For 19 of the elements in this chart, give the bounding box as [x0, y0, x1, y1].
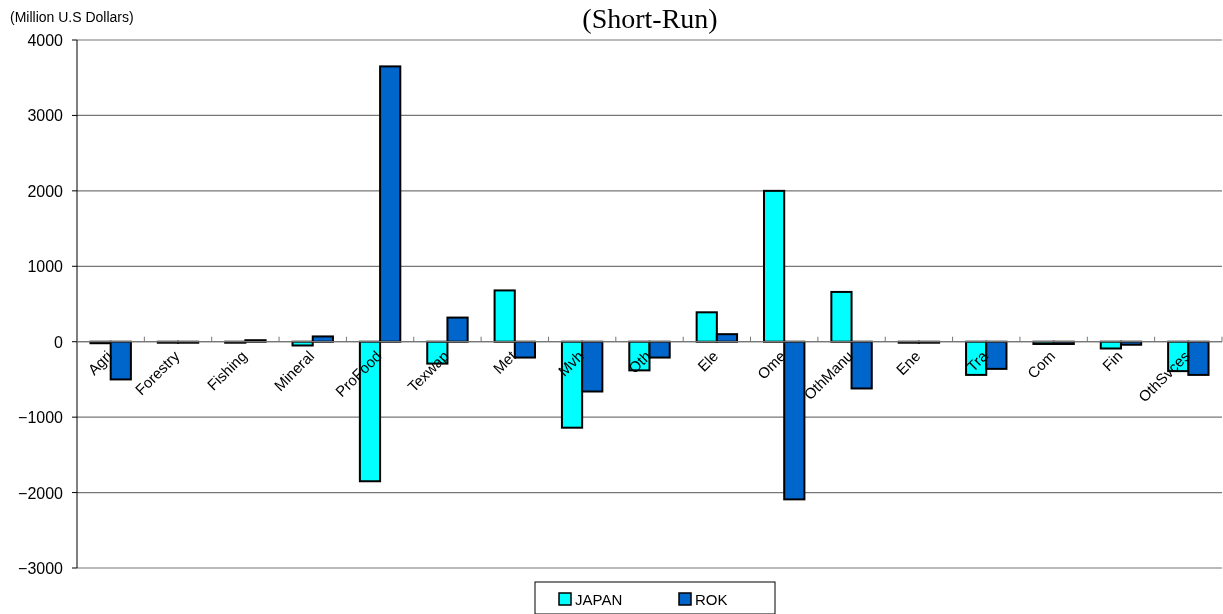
x-tick-label: Com: [1023, 347, 1059, 382]
x-tick-label: Met: [489, 346, 520, 377]
y-tick-label: 2000: [27, 182, 64, 200]
x-tick-label: Ome: [753, 347, 789, 383]
y-tick-label: −1000: [18, 409, 64, 427]
legend-label: JAPAN: [575, 591, 623, 608]
x-tick-label: Ele: [694, 347, 722, 375]
y-tick-label: 1000: [27, 258, 64, 276]
y-tick-label: −3000: [18, 560, 64, 577]
x-tick-label: Ene: [892, 347, 924, 379]
y-axis-title: (Million U.S Dollars): [10, 9, 134, 25]
y-tick-label: 0: [54, 333, 64, 351]
y-tick-label: −2000: [18, 484, 64, 502]
chart-title: (Short-Run): [582, 3, 718, 34]
x-tick-label: Tra: [963, 346, 992, 375]
y-tick-label: 4000: [27, 32, 64, 49]
legend-label: ROK: [695, 591, 728, 608]
x-tick-label: Fin: [1098, 347, 1126, 374]
y-tick-label: 3000: [27, 107, 64, 125]
